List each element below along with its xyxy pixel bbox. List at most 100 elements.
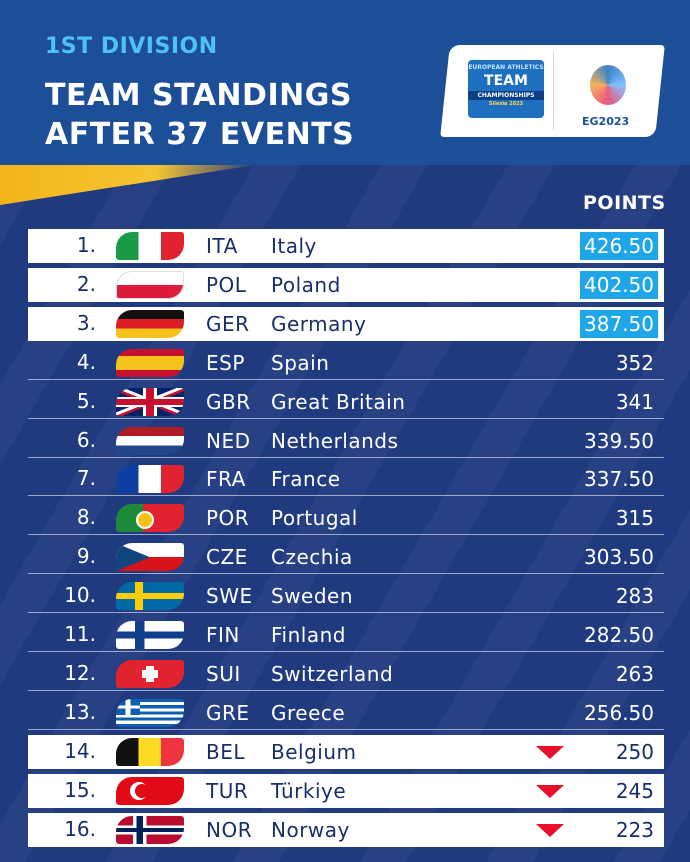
sweden-flag-icon: [116, 582, 184, 611]
country-code-cell: SWE: [206, 584, 253, 609]
relegation-down-arrow-icon: [536, 745, 564, 759]
country-name-cell: Türkiye: [271, 778, 347, 803]
page-title-line2: AFTER 37 EVENTS: [45, 117, 355, 152]
country-code-cell: FIN: [206, 623, 240, 647]
table-row: 3. GER Germany 387.50: [28, 306, 664, 341]
rank-cell: 15.: [64, 777, 96, 802]
team-championships-logo: EUROPEAN ATHLETICS TEAM CHAMPIONSHIPS Si…: [468, 60, 544, 118]
logo-team-place: Silesia 2023: [488, 101, 524, 107]
country-code-cell: POR: [206, 506, 250, 531]
table-row: 13. GRE Greece 256.50: [28, 696, 664, 730]
rank-cell: 2.: [76, 271, 96, 296]
rank-cell: 5.: [76, 388, 96, 413]
points-cell: 402.50: [580, 270, 658, 299]
country-code-cell: CZE: [206, 545, 248, 570]
points-cell: 263: [615, 661, 654, 686]
points-cell: 250: [615, 739, 654, 764]
country-code-cell: GRE: [206, 700, 250, 725]
table-row: 5. GBR Great Britain 341: [28, 385, 664, 419]
table-row: 6. NED Netherlands 339.50: [28, 424, 664, 458]
table-row: 8. POR Portugal 315: [28, 501, 664, 536]
country-code-cell: TUR: [206, 778, 249, 803]
rank-cell: 1.: [76, 233, 96, 257]
points-cell: 303.50: [584, 545, 654, 570]
points-cell: 337.50: [584, 467, 654, 492]
european-games-swirl-icon: [590, 65, 626, 105]
country-name-cell: Sweden: [271, 584, 354, 609]
points-cell: 339.50: [584, 428, 654, 453]
rank-cell: 4.: [76, 349, 96, 374]
portugal-flag-icon: [116, 504, 184, 533]
rank-cell: 13.: [64, 699, 96, 724]
division-label: 1ST DIVISION: [45, 34, 218, 59]
country-name-cell: Belgium: [271, 739, 357, 764]
country-name-cell: Netherlands: [271, 428, 399, 453]
points-cell: 245: [615, 778, 654, 803]
greece-flag-icon: [116, 698, 184, 727]
country-name-cell: Portugal: [271, 506, 358, 531]
table-row: 2. POL Poland 402.50: [28, 267, 664, 302]
points-cell: 223: [615, 817, 654, 842]
italy-flag-icon: [116, 232, 184, 260]
country-code-cell: ESP: [206, 350, 245, 375]
rank-cell: 11.: [64, 622, 96, 646]
points-cell: 341: [615, 389, 654, 414]
country-name-cell: Italy: [271, 234, 317, 258]
switzerland-flag-icon: [116, 659, 184, 688]
page-title-line1: TEAM STANDINGS: [45, 78, 352, 113]
great-britain-flag-icon: [116, 387, 184, 416]
points-cell: 282.50: [584, 623, 654, 647]
rank-cell: 16.: [64, 816, 96, 841]
netherlands-flag-icon: [116, 426, 184, 455]
european-games-logo: EG2023: [560, 55, 655, 135]
country-name-cell: Czechia: [271, 545, 353, 570]
points-cell: 315: [615, 506, 654, 531]
table-row: 14. BEL Belgium 250: [28, 734, 664, 769]
logo-team-sub: CHAMPIONSHIPS: [468, 91, 544, 100]
country-name-cell: Norway: [271, 817, 350, 842]
rank-cell: 9.: [76, 544, 96, 569]
germany-flag-icon: [116, 309, 184, 338]
poland-flag-icon: [116, 270, 184, 299]
country-name-cell: Greece: [271, 700, 346, 725]
rank-cell: 14.: [64, 738, 96, 763]
country-code-cell: GER: [206, 311, 250, 336]
rank-cell: 8.: [76, 505, 96, 530]
country-code-cell: POL: [206, 272, 247, 297]
host-logo-text: EG2023: [582, 115, 630, 128]
czechia-flag-icon: [116, 543, 184, 572]
table-row: 9. CZE Czechia 303.50: [28, 540, 664, 575]
points-column-header: POINTS: [583, 192, 666, 214]
logo-team-top: EUROPEAN ATHLETICS: [468, 64, 544, 71]
country-name-cell: Switzerland: [271, 661, 394, 686]
relegation-down-arrow-icon: [536, 784, 564, 798]
table-row: 12. SUI Switzerland 263: [28, 657, 664, 691]
table-row: 10. SWE Sweden 283: [28, 579, 664, 614]
country-name-cell: Poland: [271, 272, 341, 297]
points-cell: 387.50: [580, 309, 658, 338]
table-row: 1. ITA Italy 426.50: [28, 229, 664, 263]
relegation-down-arrow-icon: [536, 823, 564, 837]
france-flag-icon: [116, 465, 184, 494]
country-name-cell: Great Britain: [271, 389, 406, 414]
country-code-cell: FRA: [206, 467, 246, 492]
country-code-cell: BEL: [206, 739, 245, 764]
rank-cell: 6.: [76, 427, 96, 452]
belgium-flag-icon: [116, 737, 184, 766]
turkey-flag-icon: [116, 776, 184, 805]
country-name-cell: Finland: [271, 623, 346, 647]
table-row: 4. ESP Spain 352: [28, 346, 664, 380]
rank-cell: 12.: [64, 660, 96, 685]
country-code-cell: SUI: [206, 661, 241, 686]
country-code-cell: ITA: [206, 234, 238, 258]
points-cell: 426.50: [580, 232, 658, 260]
points-cell: 352: [615, 350, 654, 375]
country-name-cell: Spain: [271, 350, 330, 375]
country-name-cell: Germany: [271, 311, 367, 336]
country-code-cell: NED: [206, 428, 251, 453]
rank-cell: 10.: [64, 583, 96, 608]
logo-team-main: TEAM: [484, 73, 528, 89]
logo-divider: [553, 52, 554, 130]
table-row: 16. NOR Norway 223: [28, 812, 664, 847]
points-cell: 283: [615, 584, 654, 609]
